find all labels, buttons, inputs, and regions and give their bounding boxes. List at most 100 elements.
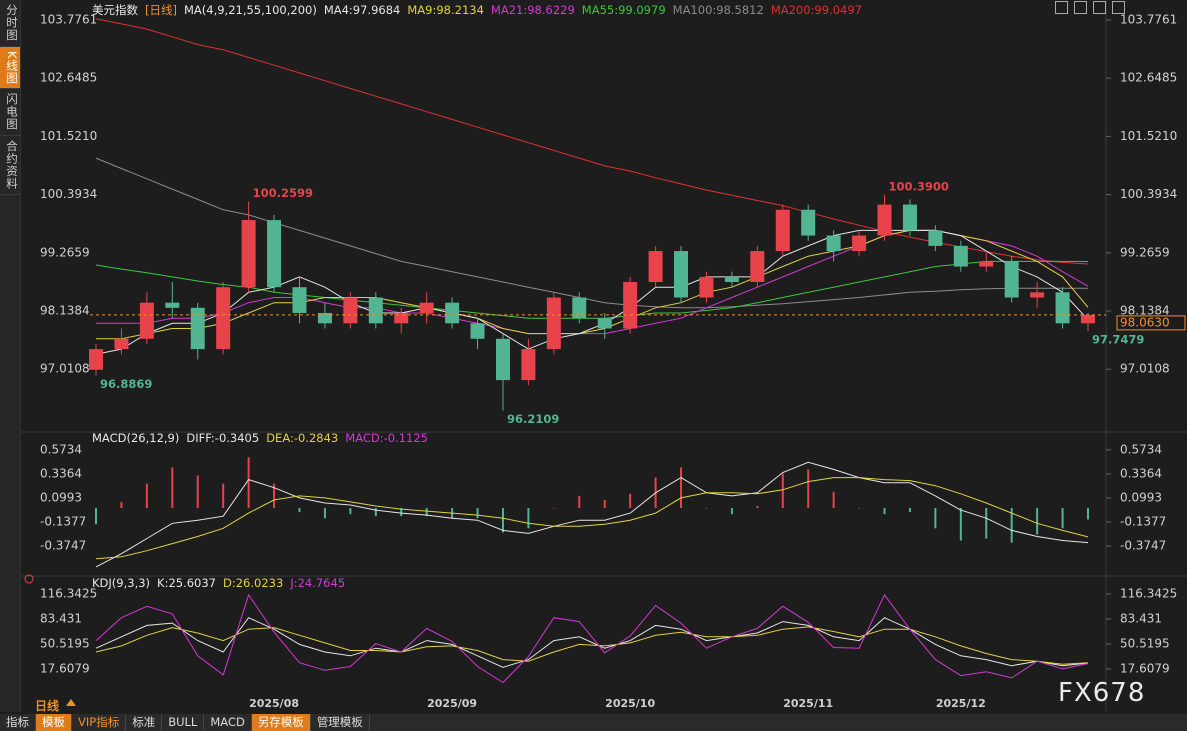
y-tick-label: 0.0993 [1120, 490, 1162, 504]
macd-bar [247, 457, 250, 509]
y-tick-label: 17.6079 [1120, 662, 1170, 676]
candle-body [165, 302, 180, 308]
sidebar-tab[interactable]: 分时图 [0, 0, 20, 47]
y-tick-label: -0.1377 [40, 515, 86, 529]
toolbar-button[interactable]: MACD [204, 714, 252, 731]
y-tick-label: 103.7761 [40, 13, 97, 27]
y-tick-label: 100.3934 [40, 187, 97, 201]
legend-entry: MA21:98.6229 [490, 3, 575, 17]
macd-bar [1061, 508, 1064, 529]
y-tick-label: 98.1384 [1120, 304, 1170, 318]
y-tick-label: 102.6485 [1120, 71, 1177, 85]
macd-bar [1087, 508, 1089, 520]
sidebar-tab[interactable]: 闪电图 [0, 89, 20, 136]
y-tick-label: 0.3364 [40, 466, 82, 480]
candle-body [216, 287, 231, 350]
extreme-label: 97.7479 [1092, 333, 1144, 347]
candle-body [343, 297, 358, 324]
candle-body [902, 204, 917, 231]
x-tick-label: 2025/10 [605, 697, 655, 710]
pane-title: KDJ(9,3,3) [92, 576, 151, 590]
icon[interactable] [1074, 1, 1087, 14]
legend-entry: D:26.0233 [223, 576, 284, 590]
y-tick-label: 83.431 [40, 611, 82, 625]
x-tick-label: 2025/11 [783, 697, 833, 710]
candle-body [1030, 292, 1045, 298]
candle-body [801, 209, 816, 236]
extreme-label: 100.2599 [253, 186, 313, 200]
y-tick-label: 0.5734 [40, 442, 82, 456]
y-tick-label: 116.3425 [40, 586, 97, 600]
legend-entry: MA9:98.2134 [407, 3, 484, 17]
macd-bar [400, 508, 403, 517]
macd-bar [476, 508, 479, 519]
y-tick-label: 50.5195 [1120, 637, 1170, 651]
candle-body [241, 220, 256, 288]
macd-bar [298, 508, 301, 513]
candle-body [928, 230, 943, 246]
sidebar-tab[interactable]: K线图 [0, 46, 20, 90]
icon[interactable] [1093, 1, 1106, 14]
y-tick-label: 97.0108 [1120, 362, 1170, 376]
toolbar-button[interactable]: 指标 [0, 714, 36, 731]
macd-bar [95, 508, 97, 525]
y-tick-label: 83.431 [1120, 611, 1162, 625]
macd-bar [730, 508, 733, 515]
macd-header: MACD(26,12,9) DIFF:-0.3405 DEA:-0.2843 MACD… [92, 431, 428, 445]
macd-bar [705, 508, 708, 509]
legend-entry: DIFF:-0.3405 [186, 431, 260, 445]
macd-bar [273, 483, 276, 509]
toolbar-button[interactable]: 另存模板 [251, 714, 311, 731]
macd-bar [781, 473, 784, 509]
candle-body [470, 323, 485, 339]
indicator-line [95, 477, 1089, 560]
candle-body [699, 276, 714, 298]
macd-bar [323, 508, 326, 519]
toolbar-button[interactable]: 管理模板 [311, 714, 370, 731]
legend-entry: MA200:99.0497 [770, 3, 862, 17]
y-tick-label: 0.3364 [1120, 466, 1162, 480]
toolbar-button[interactable]: BULL [162, 714, 205, 731]
candle-body [114, 338, 129, 350]
toolbar: 指标 模板 VIP指标 标准 BULL MACD 另存模板 管理模板 [0, 714, 1187, 731]
toolbar-button[interactable]: 模板 [36, 714, 72, 731]
toolbar-button[interactable]: 标准 [126, 714, 163, 731]
y-tick-label: 17.6079 [40, 662, 90, 676]
toolbar-button[interactable]: VIP指标 [72, 714, 127, 731]
indicator-line [95, 157, 1088, 309]
legend-entry: J:24.7645 [290, 576, 346, 590]
macd-bar [120, 501, 123, 509]
y-tick-label: 101.5210 [1120, 129, 1177, 143]
candle-body [648, 251, 663, 283]
x-tick-label: 2025/12 [936, 697, 986, 710]
pane-title: 美元指数 [92, 3, 138, 17]
icon[interactable] [1055, 1, 1068, 14]
candle-body [267, 220, 282, 288]
candle-body [674, 251, 689, 298]
legend-entry: MA55:99.0979 [581, 3, 666, 17]
macd-bar [629, 493, 632, 509]
pane-title: MACD(26,12,9) [92, 431, 180, 445]
x-tick-label: 2025/09 [427, 697, 477, 710]
candle-body [826, 235, 841, 252]
macd-bar [1036, 508, 1039, 535]
candle-body [877, 204, 892, 236]
candle-body [1081, 314, 1095, 324]
sidebar: 分时图 K线图 闪电图 合约资料 [0, 0, 21, 712]
indicator-line [95, 229, 1089, 355]
candle-body [445, 302, 460, 324]
candle-body [317, 312, 332, 324]
period-arrow [66, 699, 76, 706]
macd-bar [222, 483, 225, 509]
macd-bar [807, 469, 810, 509]
indicator-line [95, 626, 1089, 665]
indicator-line [95, 593, 1089, 684]
legend-entry: MA100:98.5812 [672, 3, 764, 17]
y-tick-label: 98.1384 [40, 304, 90, 318]
indicator: MA(4,9,21,55,100,200) [183, 3, 317, 17]
sidebar-tab[interactable]: 合约资料 [0, 136, 20, 195]
icon[interactable] [1112, 1, 1125, 14]
macd-bar [425, 508, 428, 517]
